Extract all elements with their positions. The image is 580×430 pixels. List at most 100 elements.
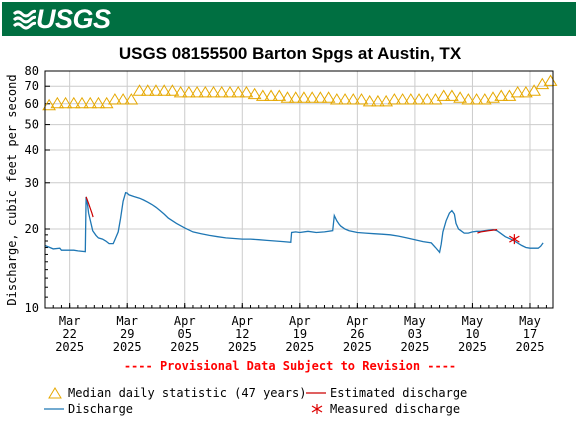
x-tick-label: Apr xyxy=(289,314,311,328)
median-point xyxy=(329,93,344,105)
median-point xyxy=(206,85,221,98)
x-tick-labels: Mar222025Mar292025Apr052025Apr122025Apr1… xyxy=(55,314,544,354)
median-point xyxy=(510,85,525,98)
median-point xyxy=(494,89,509,101)
discharge-line xyxy=(44,191,544,254)
median-point xyxy=(190,85,204,98)
x-tick-label: 2025 xyxy=(113,340,142,354)
y-tick-label: 30 xyxy=(25,176,39,190)
usgs-logo[interactable]: USGS xyxy=(12,3,111,35)
legend-discharge-label: Discharge xyxy=(68,402,134,416)
median-point xyxy=(66,96,81,109)
median-point xyxy=(255,89,270,101)
x-tick-label: 29 xyxy=(120,327,134,341)
median-point xyxy=(247,87,262,100)
x-tick-label: 05 xyxy=(178,327,192,341)
x-tick-label: May xyxy=(519,314,541,328)
x-tick-label: Mar xyxy=(116,314,138,328)
median-point xyxy=(99,96,114,109)
usgs-logo-waves-icon xyxy=(12,9,36,30)
red-line-icon xyxy=(306,392,326,394)
estimated-discharge-line xyxy=(85,196,94,218)
median-point xyxy=(239,85,254,98)
usgs-logo-text: USGS xyxy=(36,3,111,34)
usgs-header-bar: USGS xyxy=(2,2,576,36)
legend-measured: Measured discharge xyxy=(310,402,460,416)
median-point xyxy=(313,91,328,103)
triangle-icon xyxy=(48,387,62,399)
legend-median: Median daily statistic (47 years) xyxy=(48,386,306,400)
series-layer xyxy=(42,74,558,254)
x-tick-label: 2025 xyxy=(228,340,257,354)
median-point xyxy=(173,85,188,98)
y-tick-label: 80 xyxy=(25,64,39,78)
median-point xyxy=(453,91,467,103)
legend-discharge: Discharge xyxy=(44,402,133,416)
median-point xyxy=(132,84,147,96)
median-point xyxy=(297,91,311,103)
x-tick-label: 2025 xyxy=(285,340,314,354)
median-point xyxy=(124,93,139,105)
x-tick-label: 2025 xyxy=(170,340,199,354)
median-point xyxy=(379,94,394,107)
y-tick-label: 50 xyxy=(25,118,39,132)
x-tick-label: Apr xyxy=(347,314,369,328)
median-point xyxy=(518,85,533,98)
measured-stroke xyxy=(509,235,520,243)
median-point xyxy=(140,84,155,96)
x-grid xyxy=(44,71,547,308)
median-point xyxy=(280,91,295,103)
median-point xyxy=(354,93,369,105)
x-tick-label: 2025 xyxy=(400,340,429,354)
median-point xyxy=(58,96,73,109)
x-tick-label: 2025 xyxy=(343,340,372,354)
legend: Median daily statistic (47 years) Estima… xyxy=(0,384,580,424)
median-point xyxy=(198,85,213,98)
median-point xyxy=(338,93,352,105)
x-tick-label: 26 xyxy=(350,327,364,341)
x-tick-label: Mar xyxy=(59,314,81,328)
median-point xyxy=(75,96,89,109)
x-tick-label: 2025 xyxy=(516,340,545,354)
median-point xyxy=(42,98,56,111)
median-point xyxy=(387,93,402,105)
median-point xyxy=(91,96,106,109)
median-point xyxy=(428,93,443,105)
estimated-discharge-line xyxy=(477,229,498,234)
median-point xyxy=(50,96,65,109)
x-tick-label: 22 xyxy=(62,327,76,341)
median-point xyxy=(214,85,229,98)
x-tick-label: 2025 xyxy=(458,340,487,354)
median-point xyxy=(527,84,541,96)
blue-line-icon xyxy=(44,408,64,410)
median-point xyxy=(231,85,246,98)
median-point xyxy=(83,96,98,109)
median-point xyxy=(107,93,122,105)
median-point xyxy=(436,89,451,101)
x-tick-label: Apr xyxy=(174,314,196,328)
median-point xyxy=(535,77,550,90)
x-tick-label: May xyxy=(404,314,426,328)
median-point xyxy=(321,91,336,103)
median-point xyxy=(469,93,484,105)
x-tick-label: 12 xyxy=(235,327,249,341)
asterisk-icon xyxy=(311,404,323,414)
y-tick-label: 60 xyxy=(25,97,39,111)
x-tick-label: 19 xyxy=(293,327,307,341)
median-point xyxy=(223,85,237,98)
legend-measured-label: Measured discharge xyxy=(330,402,461,416)
provisional-note: ---- Provisional Data Subject to Revisio… xyxy=(123,359,457,373)
x-tick-label: May xyxy=(462,314,484,328)
median-point xyxy=(461,93,476,105)
median-point xyxy=(288,91,303,103)
median-point xyxy=(181,85,196,98)
median-point xyxy=(157,84,172,96)
median-point xyxy=(395,93,410,105)
median-point xyxy=(403,93,418,105)
legend-estimated: Estimated discharge xyxy=(306,386,467,400)
measured-point xyxy=(509,234,520,245)
x-tick-label: 10 xyxy=(465,327,479,341)
y-tick-label: 20 xyxy=(25,222,39,236)
